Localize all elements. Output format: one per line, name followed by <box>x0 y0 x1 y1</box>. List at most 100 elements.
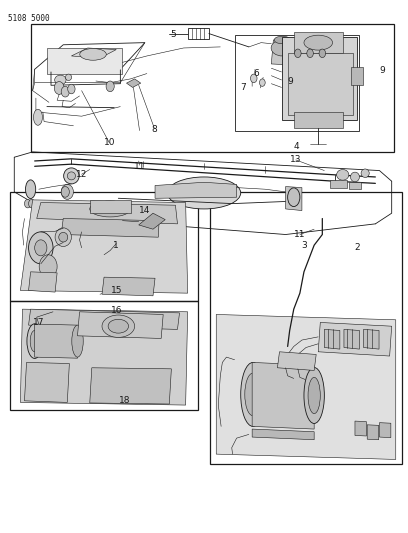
Ellipse shape <box>241 362 265 426</box>
Ellipse shape <box>337 169 349 180</box>
Text: 6: 6 <box>253 69 259 78</box>
Text: 11: 11 <box>294 230 306 239</box>
Polygon shape <box>37 203 177 224</box>
Bar <box>10 192 198 301</box>
Ellipse shape <box>72 325 83 357</box>
Bar <box>294 112 343 128</box>
Polygon shape <box>20 200 188 293</box>
Text: 11: 11 <box>134 162 145 171</box>
Ellipse shape <box>102 315 135 337</box>
Circle shape <box>295 49 301 58</box>
Ellipse shape <box>59 232 68 242</box>
Ellipse shape <box>274 36 290 44</box>
Text: 7: 7 <box>240 83 246 92</box>
Polygon shape <box>271 38 294 65</box>
Text: 9: 9 <box>380 66 386 75</box>
Bar <box>210 192 402 464</box>
Polygon shape <box>379 423 391 438</box>
Polygon shape <box>318 322 392 356</box>
Text: 4: 4 <box>294 142 299 151</box>
Ellipse shape <box>304 35 333 50</box>
Polygon shape <box>29 309 180 329</box>
Polygon shape <box>277 352 316 370</box>
Circle shape <box>29 199 35 208</box>
Ellipse shape <box>30 330 39 352</box>
Ellipse shape <box>64 168 79 184</box>
Text: 13: 13 <box>290 156 302 164</box>
Ellipse shape <box>55 228 71 246</box>
Bar <box>90 200 131 213</box>
Circle shape <box>61 86 69 97</box>
Text: 15: 15 <box>111 286 122 295</box>
Bar <box>47 48 122 74</box>
Bar <box>294 32 343 53</box>
Ellipse shape <box>271 40 293 56</box>
Ellipse shape <box>25 180 36 198</box>
Polygon shape <box>367 425 379 440</box>
Polygon shape <box>216 314 396 459</box>
Bar <box>288 53 353 115</box>
Text: 5: 5 <box>171 30 176 39</box>
Ellipse shape <box>361 169 369 177</box>
Bar <box>10 301 198 410</box>
Circle shape <box>35 240 47 256</box>
Bar <box>351 67 363 85</box>
Circle shape <box>29 232 53 264</box>
Polygon shape <box>355 421 366 436</box>
Bar <box>188 28 209 39</box>
Text: 12: 12 <box>76 171 87 179</box>
Ellipse shape <box>67 172 75 180</box>
Bar <box>31 24 394 152</box>
Ellipse shape <box>55 75 66 85</box>
Text: 1: 1 <box>113 241 119 249</box>
Ellipse shape <box>61 184 73 199</box>
Polygon shape <box>139 213 165 229</box>
Polygon shape <box>344 329 359 349</box>
Ellipse shape <box>27 324 42 358</box>
Bar <box>330 180 347 188</box>
Polygon shape <box>24 362 69 402</box>
Circle shape <box>39 255 57 278</box>
Circle shape <box>106 81 114 92</box>
Ellipse shape <box>80 49 106 60</box>
Text: 16: 16 <box>111 306 122 314</box>
Polygon shape <box>35 324 78 358</box>
Ellipse shape <box>308 377 320 414</box>
Ellipse shape <box>245 373 261 416</box>
Circle shape <box>24 199 31 208</box>
Ellipse shape <box>167 177 241 209</box>
Bar <box>282 37 357 120</box>
Polygon shape <box>324 329 340 349</box>
Text: 3: 3 <box>301 241 307 249</box>
Ellipse shape <box>90 201 131 217</box>
Text: 2: 2 <box>354 244 360 252</box>
Polygon shape <box>252 362 314 429</box>
Text: 18: 18 <box>119 397 130 405</box>
Text: 9: 9 <box>288 77 293 85</box>
Polygon shape <box>252 429 314 440</box>
Text: 5108 5000: 5108 5000 <box>8 14 50 23</box>
Circle shape <box>54 82 64 94</box>
Polygon shape <box>155 182 237 198</box>
Polygon shape <box>71 48 116 58</box>
Circle shape <box>319 49 326 58</box>
Ellipse shape <box>108 319 129 333</box>
Polygon shape <box>29 272 57 292</box>
Text: 8: 8 <box>151 125 157 134</box>
Ellipse shape <box>288 188 300 206</box>
Circle shape <box>307 49 313 58</box>
Text: 10: 10 <box>104 139 115 147</box>
Ellipse shape <box>350 172 359 182</box>
Text: 14: 14 <box>139 206 151 215</box>
Circle shape <box>251 74 257 83</box>
Polygon shape <box>102 277 155 296</box>
Ellipse shape <box>66 74 72 80</box>
Ellipse shape <box>33 109 42 125</box>
Polygon shape <box>126 79 141 87</box>
Bar <box>349 182 361 189</box>
Polygon shape <box>78 312 163 338</box>
Polygon shape <box>286 187 302 211</box>
Polygon shape <box>90 368 171 404</box>
Text: 17: 17 <box>33 318 44 327</box>
Polygon shape <box>61 219 159 237</box>
